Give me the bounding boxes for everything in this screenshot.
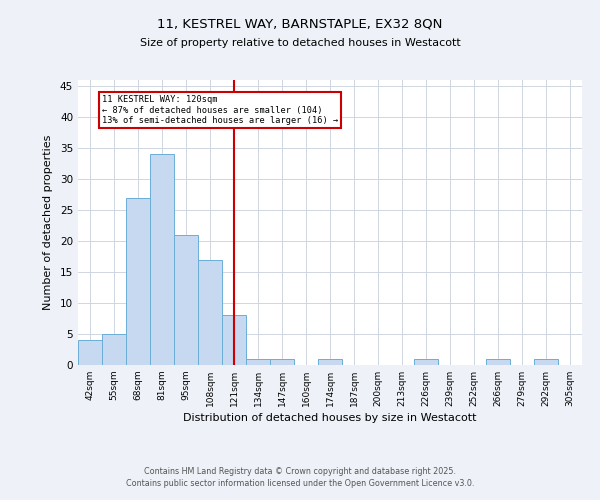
Y-axis label: Number of detached properties: Number of detached properties	[43, 135, 53, 310]
Bar	[102, 334, 126, 365]
Bar	[150, 154, 174, 365]
Bar	[222, 316, 246, 365]
Text: 11 KESTREL WAY: 120sqm
← 87% of detached houses are smaller (104)
13% of semi-de: 11 KESTREL WAY: 120sqm ← 87% of detached…	[101, 96, 338, 126]
Text: Size of property relative to detached houses in Westacott: Size of property relative to detached ho…	[140, 38, 460, 48]
Bar	[198, 260, 222, 365]
X-axis label: Distribution of detached houses by size in Westacott: Distribution of detached houses by size …	[183, 413, 477, 423]
Bar	[270, 359, 294, 365]
Text: 11, KESTREL WAY, BARNSTAPLE, EX32 8QN: 11, KESTREL WAY, BARNSTAPLE, EX32 8QN	[157, 18, 443, 30]
Bar	[174, 235, 198, 365]
Bar	[534, 359, 558, 365]
Bar	[318, 359, 342, 365]
Bar	[414, 359, 438, 365]
Bar	[246, 359, 270, 365]
Bar	[126, 198, 150, 365]
Bar	[78, 340, 102, 365]
Text: Contains HM Land Registry data © Crown copyright and database right 2025.
Contai: Contains HM Land Registry data © Crown c…	[126, 466, 474, 487]
Bar	[486, 359, 510, 365]
